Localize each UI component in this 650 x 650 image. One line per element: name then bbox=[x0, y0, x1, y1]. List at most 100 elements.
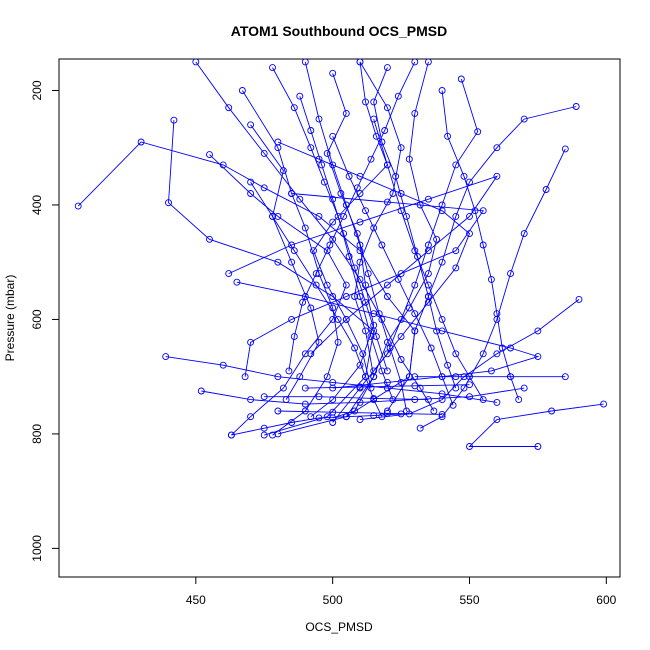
series-line bbox=[326, 73, 407, 412]
series-line bbox=[387, 106, 577, 412]
data-point bbox=[561, 373, 569, 381]
series-line bbox=[264, 396, 429, 401]
data-point bbox=[247, 190, 255, 197]
y-tick-label: 800 bbox=[30, 424, 44, 444]
plot-frame bbox=[58, 58, 621, 578]
data-point bbox=[340, 212, 348, 220]
data-point bbox=[548, 407, 556, 415]
data-point bbox=[397, 356, 405, 363]
data-point bbox=[383, 198, 391, 206]
data-point bbox=[411, 109, 419, 117]
data-point bbox=[383, 64, 391, 72]
data-point bbox=[206, 151, 213, 159]
series-2 bbox=[206, 151, 350, 439]
data-point bbox=[353, 230, 361, 238]
y-tick-label: 600 bbox=[30, 309, 44, 329]
data-point bbox=[326, 241, 334, 249]
data-point bbox=[356, 59, 364, 66]
data-point bbox=[449, 401, 457, 409]
data-point bbox=[307, 144, 315, 152]
data-point bbox=[288, 190, 296, 197]
data-point bbox=[345, 253, 353, 260]
data-point bbox=[397, 270, 405, 278]
data-point bbox=[269, 212, 276, 220]
data-point bbox=[329, 384, 337, 392]
series-22 bbox=[225, 172, 501, 358]
data-point bbox=[397, 190, 405, 197]
series-line bbox=[373, 67, 457, 389]
series-5 bbox=[329, 59, 405, 422]
data-point bbox=[269, 64, 276, 72]
data-point bbox=[474, 128, 482, 136]
data-point bbox=[274, 138, 282, 146]
data-point bbox=[383, 367, 391, 375]
data-point bbox=[411, 327, 419, 335]
data-point bbox=[315, 115, 323, 123]
data-point bbox=[323, 281, 331, 289]
data-point bbox=[416, 424, 424, 432]
data-point bbox=[260, 393, 268, 401]
series-line bbox=[277, 410, 443, 415]
data-point bbox=[356, 275, 364, 283]
data-point bbox=[367, 155, 375, 163]
data-point bbox=[356, 398, 364, 406]
data-point bbox=[372, 333, 380, 341]
data-point bbox=[301, 350, 309, 358]
data-point bbox=[466, 230, 473, 238]
data-point bbox=[378, 241, 386, 249]
data-point bbox=[438, 413, 446, 421]
data-point bbox=[479, 396, 487, 404]
series-line bbox=[242, 90, 339, 436]
data-point bbox=[438, 258, 446, 266]
data-point bbox=[452, 350, 460, 358]
data-point bbox=[296, 373, 304, 381]
data-point bbox=[370, 115, 378, 123]
series-34 bbox=[301, 381, 473, 392]
data-point bbox=[466, 381, 473, 389]
series-line bbox=[228, 175, 499, 355]
x-tick-label: 600 bbox=[596, 593, 616, 607]
series-15 bbox=[247, 121, 323, 404]
data-point bbox=[452, 212, 460, 220]
x-tick-label: 450 bbox=[186, 593, 206, 607]
series-9 bbox=[416, 145, 569, 432]
data-point bbox=[296, 195, 304, 203]
data-point bbox=[274, 212, 282, 220]
data-point bbox=[359, 350, 367, 358]
data-point bbox=[247, 413, 255, 421]
series-31 bbox=[411, 373, 569, 381]
data-point bbox=[238, 87, 246, 94]
data-point bbox=[452, 247, 460, 255]
series-line bbox=[250, 181, 383, 417]
data-point bbox=[383, 350, 391, 358]
data-point bbox=[310, 247, 317, 255]
data-point bbox=[301, 384, 309, 392]
series-line bbox=[305, 384, 470, 389]
data-point bbox=[457, 75, 465, 83]
data-point bbox=[364, 270, 372, 278]
data-point bbox=[342, 315, 350, 323]
data-point bbox=[515, 396, 523, 404]
data-point bbox=[192, 59, 200, 66]
data-point bbox=[307, 350, 315, 358]
series-line bbox=[332, 136, 454, 406]
data-point bbox=[329, 218, 337, 226]
data-point bbox=[600, 400, 608, 408]
data-point bbox=[411, 373, 419, 381]
data-point bbox=[137, 138, 145, 146]
data-point bbox=[197, 387, 205, 395]
data-point bbox=[507, 344, 514, 352]
data-point bbox=[340, 230, 348, 238]
data-point bbox=[301, 407, 309, 415]
data-point bbox=[424, 270, 432, 278]
data-point bbox=[323, 247, 331, 255]
data-point bbox=[337, 190, 345, 197]
data-point bbox=[433, 235, 441, 243]
data-point bbox=[520, 384, 528, 392]
data-point bbox=[520, 115, 528, 123]
series-line bbox=[231, 413, 402, 436]
data-point bbox=[260, 149, 268, 157]
data-point bbox=[241, 373, 249, 381]
data-point bbox=[378, 315, 386, 323]
